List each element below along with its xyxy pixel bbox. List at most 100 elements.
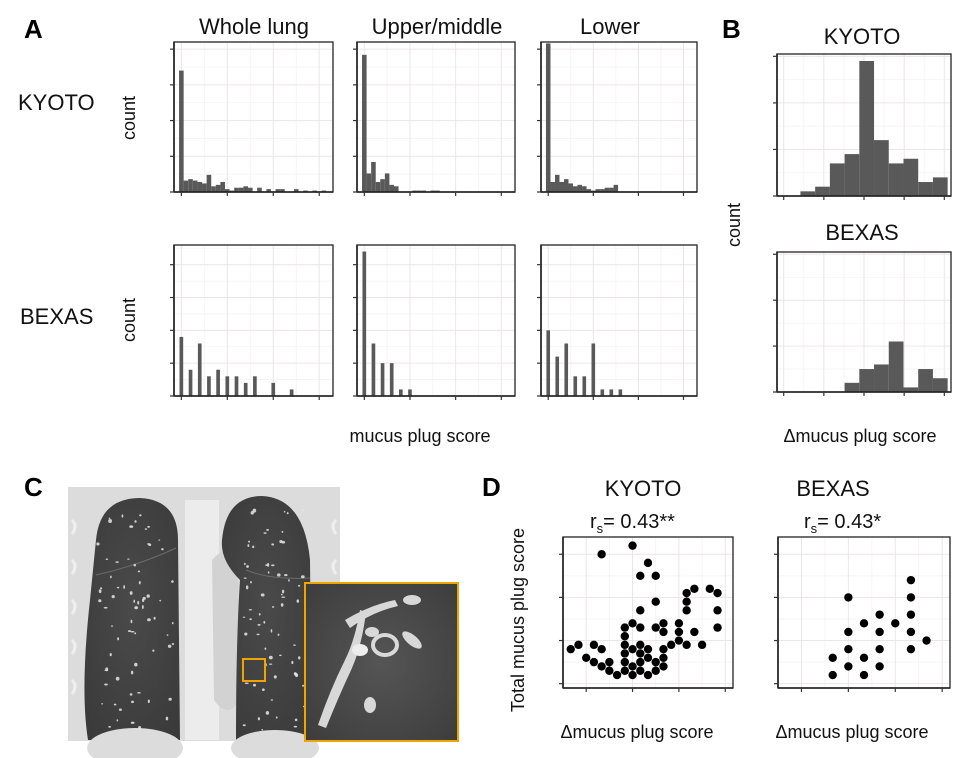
- histogram-bar: [253, 376, 257, 396]
- ct-vessel-speck: [147, 618, 151, 622]
- ct-vessel-speck: [108, 725, 111, 728]
- ct-vessel-speck: [147, 525, 150, 528]
- ct-vessel-speck: [118, 708, 122, 711]
- histogram-bar: [918, 369, 933, 392]
- scatter-point: [674, 627, 684, 637]
- stat-subscript: s: [811, 521, 818, 536]
- y-axis-title-d: Total mucus plug score: [508, 528, 528, 712]
- ct-vessel-speck: [260, 593, 265, 597]
- histogram-bar: [586, 189, 592, 192]
- ct-vessel-speck: [137, 600, 140, 605]
- scatter-point: [651, 597, 660, 606]
- scatter-point: [875, 627, 884, 637]
- histogram-bar: [903, 387, 919, 392]
- stat-label-bexas: rs= 0.43*: [804, 511, 881, 536]
- y-axis-title-b: count: [724, 203, 744, 247]
- panel-a-plots: [170, 41, 698, 400]
- scatter-point: [705, 584, 715, 593]
- ct-vessel-speck: [98, 599, 102, 603]
- scatter-point: [713, 606, 722, 615]
- histogram-bar: [179, 336, 184, 396]
- scatter-point: [628, 619, 637, 628]
- ct-vessel-speck: [244, 682, 249, 684]
- histogram-bar: [888, 341, 904, 392]
- histogram-bar: [609, 389, 614, 396]
- plot-background: [174, 42, 333, 192]
- scatter-point: [651, 657, 660, 667]
- ct-inset-border: [304, 582, 459, 742]
- scatter-point: [682, 606, 691, 615]
- ct-vessel-speck: [109, 653, 112, 657]
- ct-vessel-speck: [129, 591, 133, 595]
- histogram-kyoto-0: [170, 41, 334, 196]
- scatter-point: [620, 666, 630, 675]
- ct-vessel-speck: [256, 633, 260, 636]
- ct-vessel-speck: [301, 509, 305, 512]
- scatter-point: [682, 597, 691, 606]
- facet-title-kyoto: KYOTO: [824, 24, 901, 49]
- scatter-point: [651, 666, 660, 675]
- ct-vessel-speck: [281, 530, 284, 533]
- scatter-point: [659, 627, 668, 637]
- histogram-bar: [380, 179, 385, 192]
- ct-vessel-speck: [265, 564, 268, 566]
- ct-vessel-speck: [280, 603, 284, 607]
- ct-vessel-speck: [167, 644, 172, 648]
- scatter-point: [620, 657, 630, 667]
- scatter-point: [906, 575, 916, 585]
- histogram-bar: [238, 187, 244, 192]
- scatter-point: [859, 619, 869, 628]
- ct-vessel-speck: [270, 699, 274, 701]
- ct-vessel-speck: [283, 510, 286, 513]
- histogram-bar: [559, 182, 564, 192]
- ct-vessels: [96, 508, 306, 731]
- scatter-point: [906, 627, 916, 637]
- scatter-point: [620, 640, 630, 650]
- ct-vessel-speck: [138, 581, 141, 585]
- scatter-point: [612, 670, 622, 680]
- ct-vessel-speck: [280, 593, 283, 596]
- ct-vessel-speck: [168, 697, 172, 701]
- ct-vessel-speck: [281, 540, 286, 544]
- scatter-point: [690, 584, 699, 593]
- scatter-point: [636, 657, 645, 667]
- x-axis-title-d-kyoto: Δmucus plug score: [560, 722, 713, 742]
- ct-vessel-speck: [278, 654, 282, 657]
- ct-vessel-speck: [139, 514, 142, 517]
- ct-vessel-speck: [133, 599, 136, 603]
- scatter-point: [628, 541, 637, 550]
- panel-letter-c: C: [24, 472, 43, 502]
- histogram-bar: [293, 189, 299, 192]
- ct-vessel-speck: [257, 717, 260, 721]
- ct-vessel-speck: [250, 510, 254, 515]
- histogram-bar: [609, 187, 614, 192]
- ct-vessel-speck: [264, 647, 267, 650]
- scatter-point: [659, 644, 668, 654]
- ct-vessel-speck: [271, 564, 275, 567]
- histogram-bar: [225, 376, 230, 396]
- histogram-bar: [618, 389, 623, 396]
- ct-vessel-speck: [271, 543, 275, 546]
- ct-vessel-speck: [294, 672, 298, 676]
- histogram-bar: [577, 184, 583, 192]
- ct-vessel-speck: [277, 633, 280, 636]
- histogram-bar: [554, 174, 560, 192]
- histogram-bar: [393, 186, 399, 192]
- ct-vessel-speck: [294, 718, 298, 722]
- panel-b: KYOTO BEXAS count Δmucus plug score: [724, 24, 952, 446]
- scatter-point: [589, 657, 599, 667]
- plot-background: [778, 537, 950, 688]
- ct-vessel-speck: [263, 532, 267, 534]
- ct-vessel-speck: [250, 581, 252, 584]
- ct-vessel-speck: [171, 580, 174, 583]
- ct-vessel-speck: [103, 606, 108, 609]
- ct-vessel-speck: [121, 514, 124, 518]
- scatter-point: [875, 662, 884, 671]
- scatter-point: [875, 644, 884, 654]
- histogram-bar: [275, 189, 281, 192]
- scatter-point: [636, 623, 645, 632]
- ct-vessel-speck: [98, 589, 102, 594]
- row-label-bexas: BEXAS: [20, 304, 93, 329]
- histogram-bar: [408, 389, 412, 396]
- ct-vessel-speck: [113, 703, 117, 706]
